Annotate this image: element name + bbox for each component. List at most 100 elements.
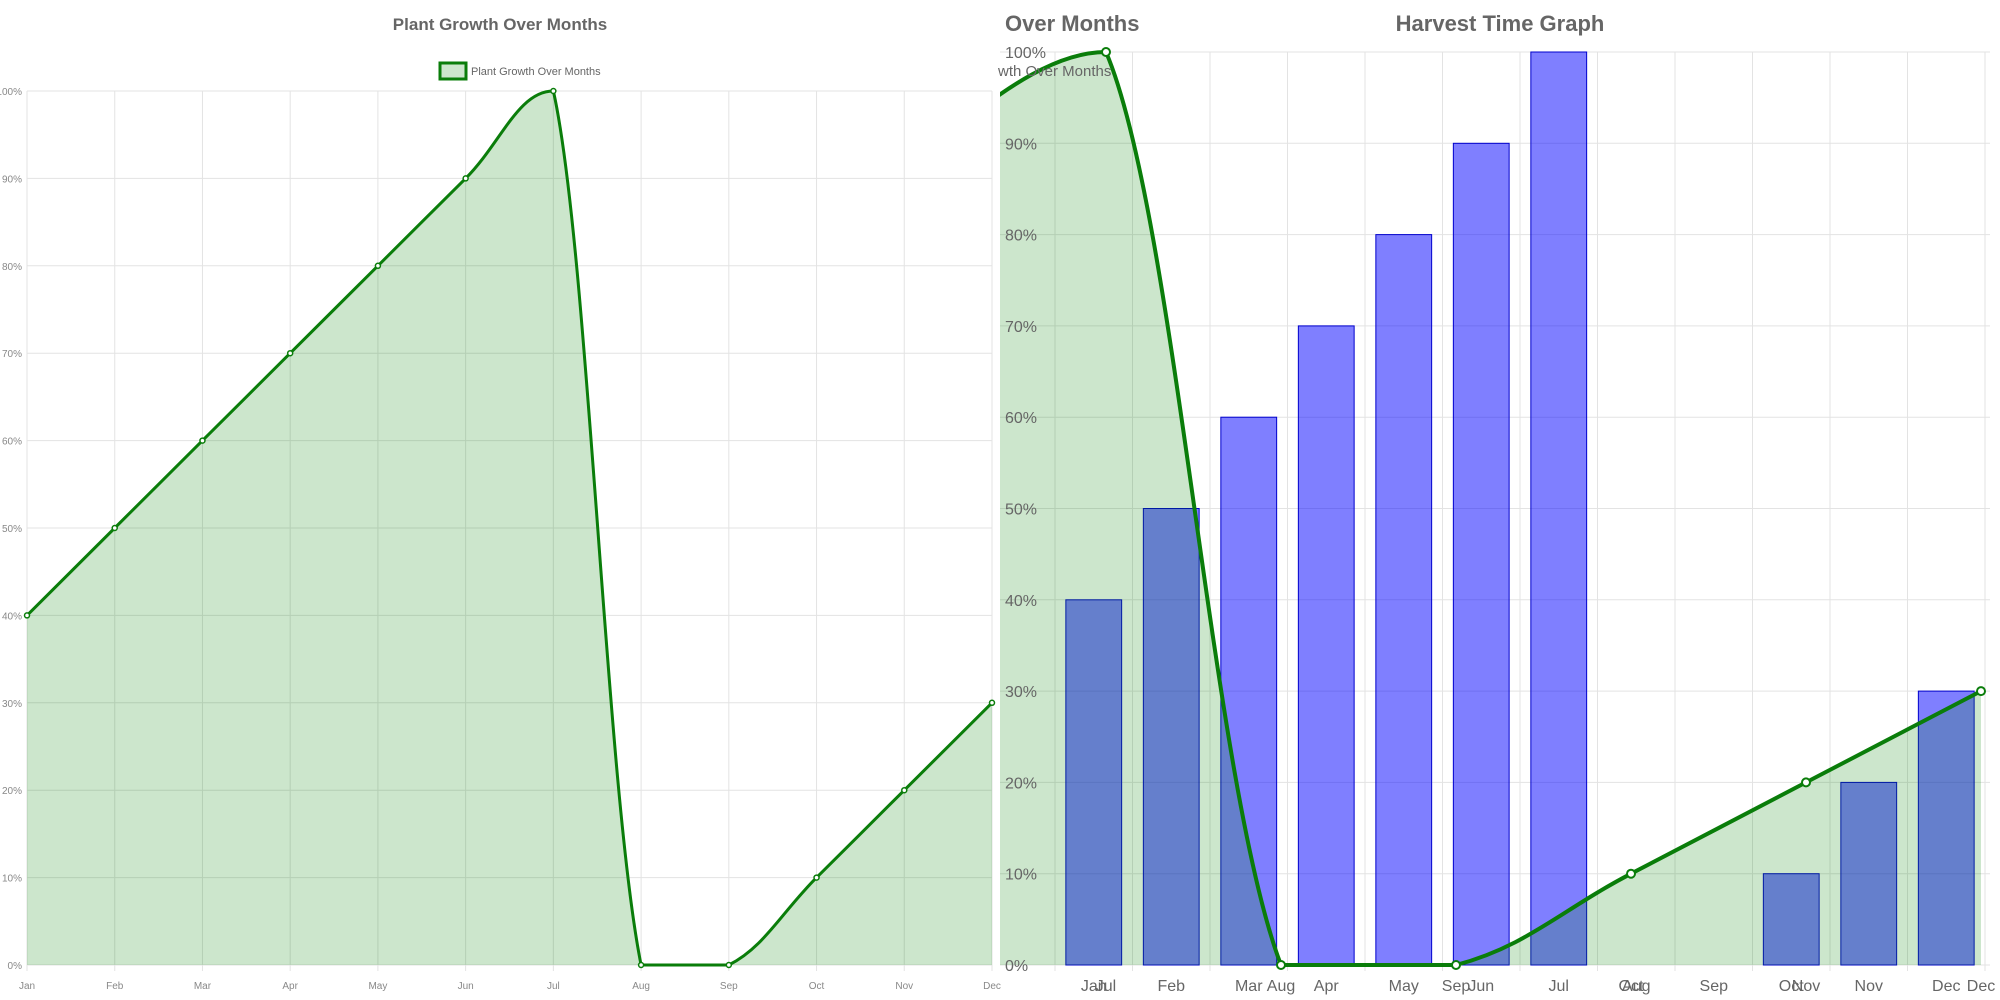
right-x-tick-label: Feb [1157,978,1185,995]
right-harvest-chart: 0% 10% 20% 30% 40% 50% 60% 70% 80% 90% 100% Jan Feb… [997,11,1995,995]
overlay-data-point [1626,868,1636,879]
overlay-legend-label: wth Over Months [997,63,1111,80]
right-y-tick-label: 20% [1005,775,1037,792]
right-y-ticks: 0% 10% 20% 30% 40% 50% 60% 70% 80% 90% 100% [1005,45,1046,975]
left-x-tick-label: May [368,981,387,992]
right-bar [1065,599,1123,966]
left-x-tick-label: Oct [809,981,825,992]
left-y-tick-label: 10% [2,874,22,885]
overlay-x-tick-label: Dec [1967,978,1995,995]
right-x-tick-label: Jun [1468,978,1494,995]
overlay-data-point [1801,777,1811,788]
left-data-point [550,87,557,95]
right-x-tick-label: Sep [1700,978,1729,995]
right-y-tick-label: 60% [1005,410,1037,427]
left-data-point [111,524,118,532]
left-data-point [813,874,820,881]
left-y-tick-label: 80% [2,262,22,273]
left-x-tick-label: Feb [106,981,124,992]
right-bar [1452,142,1510,966]
right-bar [1297,325,1355,966]
left-data-point [199,437,206,444]
right-y-tick-label: 80% [1005,228,1037,245]
overlay-series-line [1000,49,1982,968]
left-y-tick-label: 60% [2,437,22,448]
right-y-tick-label: 70% [1005,319,1037,336]
left-x-tick-label: Jan [19,981,35,992]
right-x-tick-label: Nov [1855,978,1883,995]
right-x-ticks: Jan Feb Mar Apr May Jun Jul Aug Sep Oct Nov Dec [1081,978,1961,995]
left-x-tick-label: Nov [895,981,913,992]
overlay-data-point [1276,960,1286,970]
overlay-area-fill [1000,52,1981,966]
overlay-data-point [1976,686,1986,697]
right-y-tick-label: 40% [1005,593,1037,610]
right-x-tick-label: Apr [1314,978,1340,995]
left-chart-title: Plant Growth Over Months [393,15,607,34]
left-y-tick-label: 40% [2,611,22,622]
right-y-tick-label: 100% [1005,45,1046,62]
overlay-x-tick-label: Aug [1267,978,1295,995]
left-x-tick-label: Aug [632,981,650,992]
left-y-tick-label: 90% [2,174,22,185]
left-data-point [23,612,31,619]
left-legend-label: Plant Growth Over Months [471,66,601,78]
right-bar [1917,690,1975,966]
left-y-tick-label: 50% [2,524,22,535]
overlay-data-point [1101,47,1111,57]
right-x-tick-label: Jan [1081,978,1107,995]
overlay-growth-plot [1000,47,1986,970]
overlay-x-tick-label: Sep [1442,978,1471,995]
right-chart-title: Harvest Time Graph [1396,11,1605,36]
overlay-x-tick-label: Jul [1096,978,1116,995]
overlay-chart-title: Over Months [1005,11,1139,36]
left-data-point [901,786,908,794]
left-x-tick-label: Apr [282,981,298,992]
left-x-tick-label: Dec [983,981,1001,992]
overlay-x-tick-label: Oct [1619,978,1644,995]
right-y-tick-label: 10% [1005,867,1037,884]
overlay-x-tick-label: Nov [1792,978,1820,995]
right-bar [1762,873,1820,966]
right-x-tick-label: Oct [1779,978,1804,995]
left-x-tick-label: Jun [458,981,474,992]
overlay-x-ticks: Jul Aug Sep Oct Nov Dec [1096,978,1995,995]
left-growth-chart: Plant Growth Over Months Plant Growth Ov… [0,15,1001,992]
right-y-tick-label: 0% [1005,958,1028,975]
left-y-tick-label: 100% [0,87,22,98]
left-data-point [286,349,294,357]
left-legend[interactable]: Plant Growth Over Months [438,61,601,81]
right-x-tick-label: Aug [1622,978,1650,995]
left-data-point [462,175,469,182]
right-y-tick-label: 30% [1005,684,1037,701]
right-bars [1065,51,1975,966]
left-plot-area [23,87,996,969]
left-legend-swatch [438,61,468,81]
right-y-tick-label: 50% [1005,502,1037,519]
left-y-ticks: 0% 10% 20% 30% 40% 50% 60% 70% 80% 90% 100% [0,87,22,972]
right-bar [1840,781,1898,966]
right-y-tick-label: 90% [1005,136,1037,153]
left-data-point [374,262,382,270]
right-bar [1142,508,1200,966]
overlay-data-point [1451,960,1461,970]
left-x-ticks: Jan Feb Mar Apr May Jun Jul Aug Sep Oct Nov Dec [19,981,1001,992]
left-x-tick-label: Jul [547,981,560,992]
left-data-point [637,961,645,969]
left-data-point [725,961,733,969]
right-bar [1530,51,1588,966]
left-y-tick-label: 30% [2,699,22,710]
left-y-tick-label: 20% [2,786,22,797]
right-x-tick-label: Dec [1932,978,1960,995]
right-x-tick-label: May [1389,978,1419,995]
left-area-fill [27,91,992,965]
right-bar [1375,234,1433,966]
right-x-tick-label: Jul [1549,978,1569,995]
left-x-tick-label: Sep [720,981,738,992]
right-bar [1220,416,1278,966]
left-data-point [988,699,996,707]
left-y-tick-label: 0% [8,961,23,972]
left-x-tick-label: Mar [194,981,212,992]
left-y-tick-label: 70% [2,349,22,360]
